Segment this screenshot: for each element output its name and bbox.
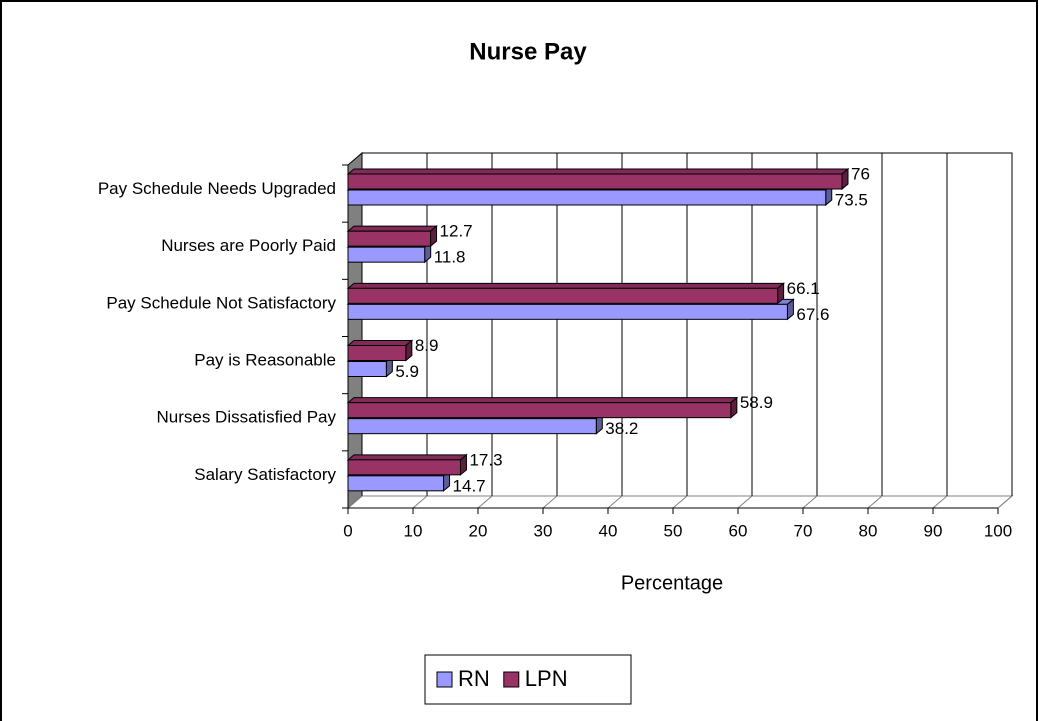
data-label: 12.7 bbox=[440, 222, 473, 241]
floor-grid-line bbox=[802, 495, 818, 509]
x-tick-label: 20 bbox=[469, 521, 488, 540]
x-tick-label: 50 bbox=[664, 521, 683, 540]
data-label: 5.9 bbox=[395, 362, 419, 381]
x-tick-label: 40 bbox=[599, 521, 618, 540]
floor-grid-line bbox=[607, 495, 623, 509]
x-tick-label: 10 bbox=[404, 521, 423, 540]
chart-title: Nurse Pay bbox=[469, 38, 587, 65]
bar-top bbox=[346, 168, 850, 175]
floor-grid-line bbox=[932, 495, 948, 509]
data-label: 66.1 bbox=[787, 279, 820, 298]
bar bbox=[347, 345, 407, 361]
bar bbox=[347, 402, 732, 419]
y-tick-label: Pay Schedule Needs Upgraded bbox=[98, 179, 336, 198]
bar bbox=[347, 230, 432, 247]
floor-grid-line bbox=[672, 495, 688, 509]
x-tick-label: 90 bbox=[924, 521, 943, 540]
bar bbox=[347, 189, 827, 206]
floor-grid-line bbox=[347, 495, 363, 509]
legend-label: LPN bbox=[525, 666, 568, 691]
floor-grid-line bbox=[412, 495, 428, 509]
bar bbox=[347, 459, 461, 476]
bar bbox=[347, 361, 387, 377]
y-tick-label: Pay Schedule Not Satisfactory bbox=[106, 293, 336, 312]
bar bbox=[347, 287, 779, 304]
x-tick-label: 100 bbox=[984, 521, 1012, 540]
data-label: 8.9 bbox=[415, 336, 439, 355]
data-label: 58.9 bbox=[740, 393, 773, 412]
data-label: 17.3 bbox=[469, 450, 502, 469]
bar-top bbox=[346, 454, 468, 461]
bar bbox=[347, 418, 597, 435]
data-label: 67.6 bbox=[796, 305, 829, 324]
bar bbox=[347, 303, 788, 320]
data-label: 11.8 bbox=[434, 248, 466, 267]
y-tick-label: Nurses Dissatisfied Pay bbox=[156, 408, 336, 427]
bar-top bbox=[346, 282, 786, 289]
bar-top bbox=[346, 397, 739, 404]
y-tick-label: Nurses are Poorly Paid bbox=[161, 236, 336, 255]
legend-swatch bbox=[436, 671, 453, 688]
x-axis-label: Percentage bbox=[621, 572, 723, 594]
x-tick-label: 60 bbox=[729, 521, 748, 540]
floor-grid-line bbox=[477, 495, 493, 509]
x-tick-label: 80 bbox=[859, 521, 878, 540]
floor-grid-line bbox=[737, 495, 753, 509]
legend-label: RN bbox=[458, 666, 490, 691]
data-label: 14.7 bbox=[453, 476, 486, 495]
floor-grid-line bbox=[542, 495, 558, 509]
x-tick-label: 30 bbox=[534, 521, 553, 540]
floor-grid-line bbox=[867, 495, 883, 509]
floor-grid-line bbox=[997, 495, 1013, 509]
legend-box bbox=[424, 654, 632, 705]
y-tick-label: Pay is Reasonable bbox=[194, 351, 336, 370]
data-label: 73.5 bbox=[835, 190, 868, 209]
legend-swatch bbox=[503, 671, 520, 688]
data-label: 76 bbox=[851, 164, 870, 183]
x-tick-label: 0 bbox=[343, 521, 352, 540]
data-label: 38.2 bbox=[605, 419, 638, 438]
bar bbox=[347, 246, 426, 263]
bar-top bbox=[346, 340, 414, 346]
x-tick-label: 70 bbox=[794, 521, 813, 540]
y-tick-label: Salary Satisfactory bbox=[194, 465, 336, 484]
bar bbox=[347, 173, 843, 190]
bar bbox=[347, 475, 445, 492]
bar-top bbox=[346, 225, 438, 232]
